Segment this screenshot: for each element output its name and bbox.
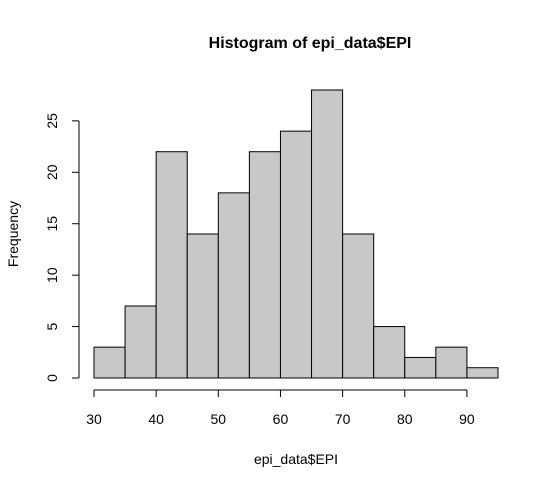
- x-tick-label-80: 80: [397, 411, 413, 427]
- x-axis: 30 40 50 60 70 80 90: [86, 390, 475, 427]
- histogram-bar-70-75: [343, 234, 374, 378]
- x-tick-label-40: 40: [148, 411, 164, 427]
- x-tick-label-60: 60: [273, 411, 289, 427]
- histogram-bar-75-80: [374, 327, 405, 378]
- y-axis: 0 5 10 15 20 25: [44, 113, 79, 382]
- histogram-bar-30-35: [94, 347, 125, 378]
- y-axis-label: Frequency: [5, 201, 21, 267]
- y-tick-label-25: 25: [44, 113, 60, 129]
- x-tick-label-30: 30: [86, 411, 102, 427]
- histogram-bar-80-85: [405, 357, 436, 378]
- y-tick-label-15: 15: [44, 216, 60, 232]
- y-tick-label-0: 0: [44, 374, 60, 382]
- histogram-bar-85-90: [436, 347, 467, 378]
- y-tick-label-20: 20: [44, 164, 60, 180]
- x-axis-label: epi_data$EPI: [254, 451, 338, 467]
- bars-group: [94, 90, 498, 378]
- x-tick-label-90: 90: [459, 411, 475, 427]
- histogram-bar-35-40: [125, 306, 156, 378]
- y-tick-label-10: 10: [44, 267, 60, 283]
- x-tick-label-50: 50: [211, 411, 227, 427]
- histogram-bar-60-65: [280, 131, 311, 378]
- chart-title: Histogram of epi_data$EPI: [209, 35, 412, 52]
- histogram-bar-65-70: [312, 90, 343, 378]
- histogram-bar-55-60: [249, 152, 280, 378]
- histogram-bar-50-55: [218, 193, 249, 378]
- y-tick-label-5: 5: [44, 322, 60, 330]
- histogram-bar-90-95: [467, 368, 498, 378]
- histogram-bar-45-50: [187, 234, 218, 378]
- histogram-bar-40-45: [156, 152, 187, 378]
- x-tick-label-70: 70: [335, 411, 351, 427]
